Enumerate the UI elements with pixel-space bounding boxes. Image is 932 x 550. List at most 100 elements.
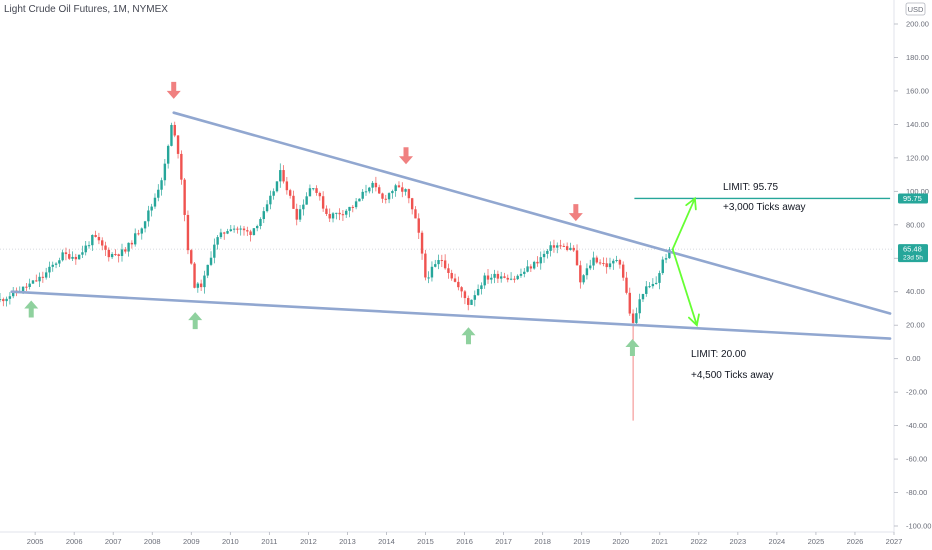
candle-body xyxy=(595,257,599,263)
candle-body xyxy=(331,213,335,219)
projections[interactable] xyxy=(671,196,700,327)
candle-body xyxy=(486,275,490,280)
candle-body xyxy=(569,247,572,250)
candle-body xyxy=(605,263,608,268)
candle-body xyxy=(180,153,183,180)
projection-up[interactable] xyxy=(671,198,696,250)
markers xyxy=(24,81,640,356)
x-tick-label: 2024 xyxy=(769,537,786,546)
candle-body xyxy=(387,193,391,200)
candle-body xyxy=(453,278,457,282)
candle-body xyxy=(523,271,526,274)
upper-trendline[interactable] xyxy=(172,111,892,315)
x-tick-label: 2020 xyxy=(612,537,629,546)
candle-body xyxy=(612,260,615,264)
x-tick-label: 2011 xyxy=(261,537,277,546)
projection-down[interactable] xyxy=(671,248,698,326)
candle-body xyxy=(282,170,285,182)
candle-body xyxy=(193,263,196,288)
candle-body xyxy=(565,246,569,250)
candle-body xyxy=(143,221,147,229)
price-tag-label: 95.75 xyxy=(903,194,922,203)
candle-body xyxy=(0,299,2,301)
candle-body xyxy=(288,190,292,196)
candle-body xyxy=(104,245,107,250)
x-tick-label: 2006 xyxy=(66,537,83,546)
candle-body xyxy=(94,234,97,237)
candle-body xyxy=(315,188,318,193)
y-tick-label: 180.00 xyxy=(906,53,929,62)
lower-trendline[interactable] xyxy=(10,290,892,340)
candle-body xyxy=(239,228,242,230)
candle-body xyxy=(166,145,170,164)
candle-body xyxy=(249,231,252,236)
currency-badge[interactable]: USD xyxy=(905,2,926,16)
candle-body xyxy=(186,214,190,251)
candle-body xyxy=(374,182,378,188)
x-tick-label: 2026 xyxy=(847,537,864,546)
candle-body xyxy=(308,188,312,197)
price-tag-bg xyxy=(898,193,928,204)
candle-body xyxy=(509,278,513,280)
candle-body xyxy=(628,292,631,314)
annotation-upper[interactable]: LIMIT: 95.75 +3,000 Ticks away xyxy=(723,182,806,213)
candle-body xyxy=(345,210,348,215)
candle-body xyxy=(506,277,509,280)
candle-body xyxy=(269,195,272,205)
candle-body xyxy=(539,257,542,264)
x-tick-label: 2007 xyxy=(105,537,122,546)
candle-body xyxy=(526,266,529,272)
candle-body xyxy=(252,228,256,236)
candle-body xyxy=(457,281,460,288)
candle-body xyxy=(490,277,493,280)
x-tick-label: 2008 xyxy=(144,537,161,546)
trendlines[interactable] xyxy=(10,111,892,340)
candle-body xyxy=(71,256,74,259)
candle-body xyxy=(407,189,411,199)
candle-body xyxy=(618,260,622,265)
candle-body xyxy=(31,280,35,284)
candle-body xyxy=(87,245,91,247)
candle-body xyxy=(335,212,338,214)
candle-body xyxy=(295,208,298,220)
y-tick-label: 140.00 xyxy=(906,120,929,129)
candle-body xyxy=(532,261,536,269)
candle-body xyxy=(447,268,450,273)
candle-body xyxy=(552,245,556,248)
candle-body xyxy=(321,196,325,209)
x-tick-label: 2018 xyxy=(534,537,551,546)
x-tick-label: 2017 xyxy=(495,537,512,546)
time-axis[interactable]: 2005 2006 2007 2008 2009 2010 2011 2012 2013 2014… xyxy=(27,532,903,546)
candle-body xyxy=(358,198,361,202)
candle-body xyxy=(279,170,282,182)
candle-body xyxy=(265,204,269,212)
y-tick-label: 40.00 xyxy=(906,287,925,296)
candle-body xyxy=(437,260,440,265)
candle-body xyxy=(25,286,28,288)
candle-body xyxy=(298,209,302,220)
x-tick-label: 2010 xyxy=(222,537,239,546)
y-tick-label: 0.00 xyxy=(906,354,921,363)
candle-body xyxy=(147,210,150,222)
candle-body xyxy=(262,211,265,220)
candle-body xyxy=(120,249,124,256)
candle-body xyxy=(21,286,25,292)
candle-body xyxy=(664,258,668,260)
candle-body xyxy=(160,180,163,190)
y-tick-label: 80.00 xyxy=(906,220,925,229)
annotation-lower[interactable]: LIMIT: 20.00 +4,500 Ticks away xyxy=(691,349,774,381)
candle-body xyxy=(582,275,585,283)
candle-body xyxy=(615,260,618,262)
x-tick-label: 2027 xyxy=(886,537,903,546)
candle-body xyxy=(318,192,322,197)
candle-body xyxy=(549,245,552,251)
candle-body xyxy=(463,291,467,299)
candle-body xyxy=(513,278,516,280)
candle-body xyxy=(654,282,658,284)
candle-body xyxy=(91,234,94,246)
candle-body xyxy=(351,206,355,208)
y-tick-label: -100.00 xyxy=(906,522,931,531)
candle-body xyxy=(381,193,384,199)
